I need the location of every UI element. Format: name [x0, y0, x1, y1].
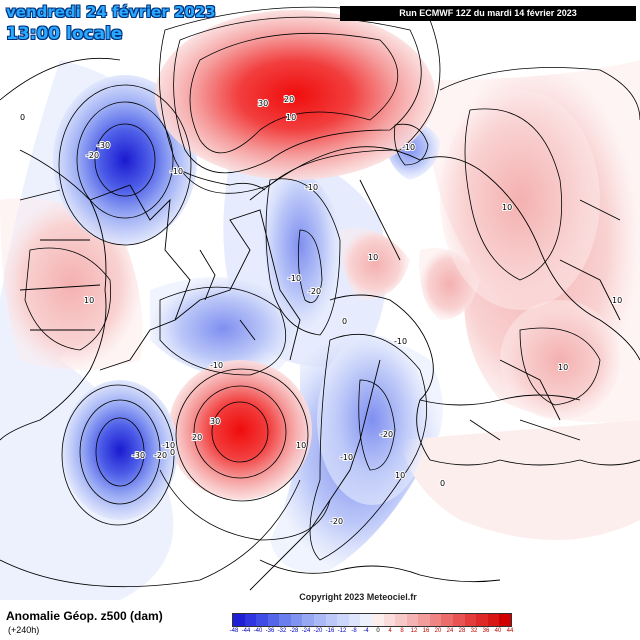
contour-label: 0: [440, 479, 445, 488]
legend-tick-label: -4: [363, 628, 369, 634]
legend-swatch: [267, 614, 280, 626]
legend-tick-label: 36: [482, 628, 490, 634]
legend-swatch: [348, 614, 361, 626]
legend-swatch: [406, 614, 419, 626]
contour-label: 20: [192, 433, 202, 442]
legend-tick-label: -12: [337, 628, 347, 634]
legend-swatch: [337, 614, 349, 626]
legend-tick-label: -20: [313, 628, 323, 634]
contour-label: 10: [84, 296, 94, 305]
legend-swatch: [244, 614, 257, 626]
contour-label: 0: [342, 317, 347, 326]
contour-label: -20: [86, 151, 99, 160]
legend-tick-label: 44: [506, 628, 514, 634]
contour-label: -20: [330, 517, 343, 526]
contour-label: -10: [305, 183, 318, 192]
contour-label-group: -30 -20 -10 30 20 10 -10 -10 -10 -20 10 …: [19, 94, 623, 527]
contour-label: 10: [296, 441, 306, 450]
legend-tick-label: 12: [410, 628, 418, 634]
legend-swatch: [499, 614, 511, 626]
contour-label: -20: [380, 430, 393, 439]
legend-swatch: [325, 614, 338, 626]
legend-tick-label: -32: [277, 628, 287, 634]
legend-tick-label: -48: [229, 628, 239, 634]
legend-tick-label: 24: [446, 628, 454, 634]
contour-label: 10: [502, 203, 512, 212]
legend-ticks: -48 -44 -40 -36 -32 -28 -24 -20 -16 -12 -8 -4 0 4 8 12 1…: [228, 628, 516, 634]
run-info: Run ECMWF 12Z du mardi 14 février 2023: [340, 6, 636, 21]
contour-label: -20: [308, 287, 321, 296]
contour-label: -20: [154, 451, 167, 460]
legend-tick-label: 0: [376, 628, 380, 634]
coastlines: [0, 146, 640, 591]
legend-swatch: [314, 614, 326, 626]
forecast-date: vendredi 24 février 2023: [6, 3, 216, 21]
legend-swatch: [290, 614, 303, 626]
contour-label: 10: [286, 113, 296, 122]
legend-swatch: [233, 614, 245, 626]
legend-tick-label: 40: [494, 628, 502, 634]
legend-swatch: [476, 614, 488, 626]
contour-label: 10: [368, 253, 378, 262]
contour-label: -30: [97, 141, 110, 150]
contour-label: -10: [210, 361, 223, 370]
legend-swatch: [395, 614, 407, 626]
map-title: Anomalie Géop. z500 (dam): [6, 609, 163, 623]
legend-color-bar: [232, 613, 512, 627]
legend-swatch: [279, 614, 291, 626]
legend-swatch: [487, 614, 500, 626]
contour-label: -10: [402, 143, 415, 152]
legend-tick-label: 20: [434, 628, 442, 634]
legend-swatch: [360, 614, 372, 626]
legend-tick-label: 8: [400, 628, 404, 634]
legend-swatch: [418, 614, 430, 626]
forecast-time: 13:00 locale: [6, 24, 123, 44]
legend-swatch: [429, 614, 442, 626]
contour-label: 20: [284, 95, 294, 104]
copyright-text: Copyright 2023 Meteociel.fr: [299, 592, 417, 602]
anomaly-centers: [53, 10, 620, 520]
legend-tick-label: -16: [325, 628, 335, 634]
legend-tick-label: -8: [351, 628, 357, 634]
legend-swatch: [452, 614, 465, 626]
contour-lines: [0, 6, 640, 588]
contour-label: 10: [612, 296, 622, 305]
legend-swatch: [256, 614, 268, 626]
color-legend: -48 -44 -40 -36 -32 -28 -24 -20 -16 -12 -8 -4 0 4 8 12 1…: [230, 613, 513, 634]
legend-tick-label: -24: [301, 628, 311, 634]
contour-label: -30: [132, 451, 145, 460]
legend-tick-label: 28: [458, 628, 466, 634]
legend-swatch: [371, 614, 384, 626]
legend-tick-label: -36: [265, 628, 275, 634]
legend-swatch: [441, 614, 453, 626]
contour-label: 30: [258, 99, 268, 108]
contour-label: 30: [210, 417, 220, 426]
legend-swatch: [302, 614, 315, 626]
contour-label: -10: [394, 337, 407, 346]
contour-label: 10: [558, 363, 568, 372]
legend-tick-label: -44: [241, 628, 251, 634]
legend-tick-label: 32: [470, 628, 478, 634]
legend-swatch: [464, 614, 477, 626]
legend-tick-label: 16: [422, 628, 430, 634]
contour-label: -10: [288, 274, 301, 283]
contour-label: -10: [340, 453, 353, 462]
forecast-range: (+240h): [8, 625, 40, 635]
legend-tick-label: -40: [253, 628, 263, 634]
legend-tick-label: 4: [388, 628, 392, 634]
legend-swatch: [383, 614, 396, 626]
contour-label: 0: [170, 448, 175, 457]
contour-label: -10: [162, 441, 175, 450]
contour-label: 10: [395, 471, 405, 480]
legend-tick-label: -28: [289, 628, 299, 634]
contour-label: 0: [20, 113, 25, 122]
contour-label: -10: [170, 167, 183, 176]
